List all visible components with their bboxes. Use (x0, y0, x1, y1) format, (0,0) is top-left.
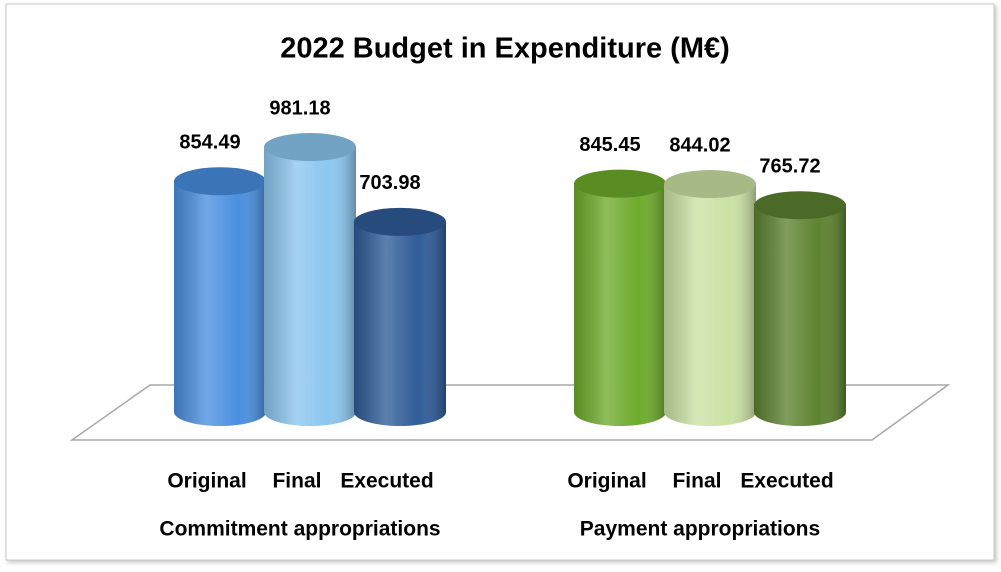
category-label: Executed (740, 470, 833, 493)
bar (754, 191, 846, 426)
bar (174, 167, 266, 426)
bar (354, 207, 446, 426)
cylinder-shade (264, 147, 356, 426)
bars (174, 133, 846, 426)
category-label: Final (672, 470, 721, 493)
category-label: Final (272, 470, 321, 493)
value-label: 854.49 (179, 131, 240, 153)
cylinder-top (174, 167, 266, 196)
bar (664, 170, 756, 426)
cylinder-shade (754, 205, 846, 426)
cylinder-shade (574, 183, 666, 426)
group-label: Commitment appropriations (159, 518, 440, 541)
cylinder-top-shade (574, 169, 666, 198)
value-label: 981.18 (269, 97, 330, 119)
cylinder-top-shade (174, 167, 266, 196)
bar (574, 169, 666, 426)
value-label: 844.02 (669, 134, 730, 156)
cylinder-top-shade (664, 170, 756, 199)
group-label: Payment appropriations (580, 518, 820, 541)
chart-title: 2022 Budget in Expenditure (M€) (280, 33, 730, 65)
cylinder-top (754, 191, 846, 220)
category-label: Original (567, 470, 646, 493)
cylinder-shade (664, 184, 756, 426)
cylinder-top-shade (754, 191, 846, 220)
bar (264, 133, 356, 426)
cylinder-shade (354, 221, 446, 426)
cylinder-top-shade (264, 133, 356, 161)
cylinder-top (354, 207, 446, 236)
cylinder-top (264, 133, 356, 161)
cylinder-top-shade (354, 207, 446, 236)
value-label: 703.98 (359, 172, 420, 194)
cylinder-top (574, 169, 666, 198)
value-label: 845.45 (579, 134, 640, 156)
value-label: 765.72 (759, 155, 820, 177)
cylinder-shade (174, 181, 266, 426)
category-label: Executed (340, 470, 433, 493)
category-label: Original (167, 470, 246, 493)
cylinder-top (664, 170, 756, 199)
